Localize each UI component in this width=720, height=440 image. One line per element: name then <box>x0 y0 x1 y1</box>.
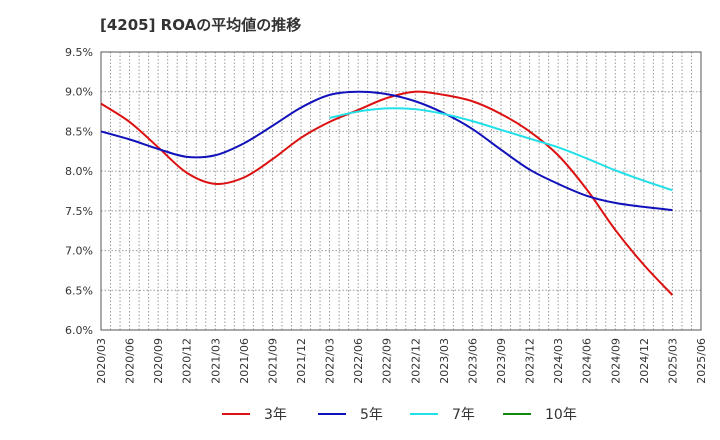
x-tick-label: 2022/09 <box>381 338 394 384</box>
x-tick-label: 2023/09 <box>495 338 508 384</box>
x-tick-label: 2024/09 <box>609 338 622 384</box>
x-tick-label: 2022/06 <box>352 338 365 384</box>
x-tick-label: 2020/12 <box>181 338 194 384</box>
y-tick-label: 6.0% <box>65 324 93 337</box>
y-tick-label: 7.5% <box>65 205 93 218</box>
y-tick-label: 7.0% <box>65 245 93 258</box>
x-tick-label: 2024/03 <box>552 338 565 384</box>
y-tick-label: 6.5% <box>65 284 93 297</box>
x-tick-label: 2021/09 <box>266 338 279 384</box>
legend-label-2: 5年 <box>360 407 383 423</box>
x-tick-label: 2020/06 <box>124 338 137 384</box>
plot-border <box>100 51 702 331</box>
grid-layer <box>101 52 701 330</box>
plot-area <box>101 52 701 330</box>
x-tick-label: 2023/12 <box>524 338 537 384</box>
x-tick-label: 2022/03 <box>324 338 337 384</box>
x-tick-label: 2025/03 <box>666 338 679 384</box>
x-tick-label: 2021/06 <box>238 338 251 384</box>
series-layer <box>100 90 674 296</box>
axis-layer: 6.0% 6.5% 7.0% 7.5% 8.0% 8.5% 9.0% 9.5% 2020/03 2… <box>65 46 708 384</box>
x-tick-label: 2024/06 <box>581 338 594 384</box>
x-tick-label: 2020/03 <box>95 338 108 384</box>
x-tick-label: 2021/03 <box>209 338 222 384</box>
x-tick-label: 2025/06 <box>695 338 708 384</box>
y-tick-label: 8.5% <box>65 125 93 138</box>
x-tick-label: 2021/12 <box>295 338 308 384</box>
x-tick-label: 2020/09 <box>152 338 165 384</box>
legend-label-4: 10年 <box>545 407 577 423</box>
series-line-3 <box>329 107 673 192</box>
x-tick-label: 2022/12 <box>409 338 422 384</box>
x-tick-label: 2023/03 <box>438 338 451 384</box>
legend: 3年 5年 7年 10年 <box>222 407 577 423</box>
x-tick-label: 2024/12 <box>638 338 651 384</box>
legend-label-3: 7年 <box>452 407 475 423</box>
legend-label-1: 3年 <box>264 407 287 423</box>
y-tick-label: 9.0% <box>65 86 93 99</box>
y-tick-label: 8.0% <box>65 165 93 178</box>
y-tick-label: 9.5% <box>65 46 93 59</box>
series-line-2 <box>100 90 673 212</box>
x-tick-label: 2023/06 <box>466 338 479 384</box>
chart-title: [4205] ROAの平均値の推移 <box>100 16 302 34</box>
series-line-1 <box>100 90 674 296</box>
